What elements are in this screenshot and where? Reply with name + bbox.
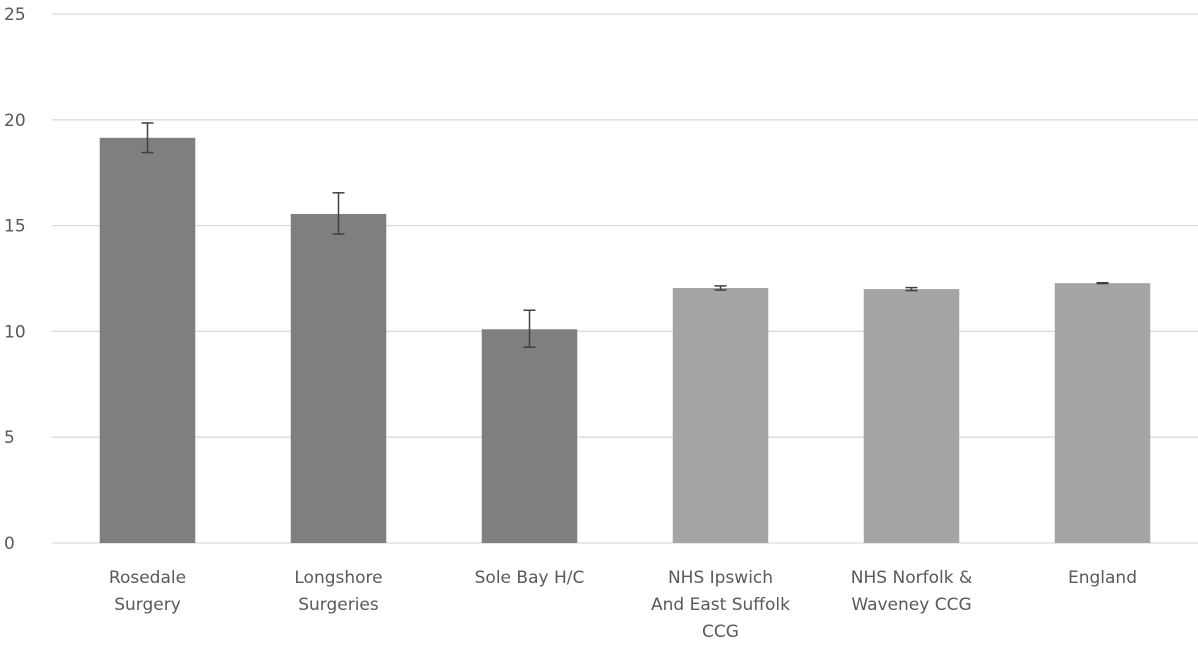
bar-5 bbox=[1054, 283, 1151, 543]
bars bbox=[99, 137, 1151, 543]
x-tick-label-2: Sole Bay H/C bbox=[475, 568, 585, 588]
y-tick-label: 15 bbox=[4, 217, 26, 237]
x-tick-label-0: Rosedale Surgery bbox=[109, 568, 186, 615]
error-bar-5 bbox=[1096, 281, 1109, 285]
y-tick-label: 25 bbox=[4, 5, 26, 25]
bar-1 bbox=[290, 213, 387, 543]
x-axis: Rosedale Surgery Longshore Surgeries Sole Ba… bbox=[109, 568, 1137, 642]
y-tick-label: 5 bbox=[4, 428, 15, 448]
y-tick-label: 0 bbox=[4, 534, 15, 554]
y-tick-label: 20 bbox=[4, 111, 26, 131]
error-bar-0 bbox=[141, 122, 154, 154]
bar-2 bbox=[481, 329, 578, 543]
y-tick-label: 10 bbox=[4, 322, 26, 342]
x-tick-label-3: NHS Ipswich And East Suffolk CCG bbox=[651, 568, 790, 642]
bar-4 bbox=[863, 289, 960, 543]
error-bar-1 bbox=[332, 192, 345, 235]
x-tick-label-1: Longshore Surgeries bbox=[294, 568, 382, 615]
bar-0 bbox=[99, 137, 196, 543]
error-bar-2 bbox=[523, 309, 536, 349]
gridlines bbox=[52, 13, 1198, 544]
y-axis: 0 5 10 15 20 25 bbox=[4, 5, 26, 554]
error-bar-3 bbox=[714, 285, 727, 291]
x-tick-label-4: NHS Norfolk & Waveney CCG bbox=[851, 568, 972, 615]
error-bar-4 bbox=[905, 286, 918, 292]
bar-3 bbox=[672, 288, 769, 543]
x-tick-label-5: England bbox=[1068, 568, 1137, 588]
error-bars bbox=[141, 122, 1109, 349]
